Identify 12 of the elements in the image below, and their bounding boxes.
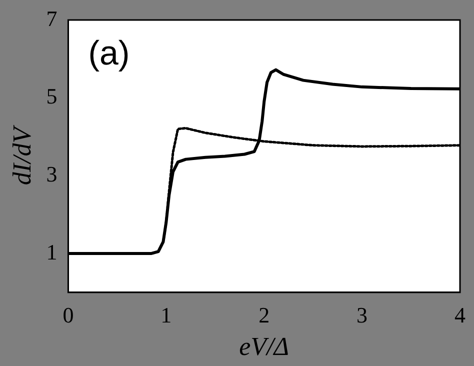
y-tick-label: 5 bbox=[46, 84, 58, 109]
y-tick-label: 1 bbox=[46, 239, 58, 264]
x-tick-label: 3 bbox=[356, 302, 368, 328]
x-tick-label: 0 bbox=[62, 302, 74, 328]
annotation: (a) bbox=[88, 34, 130, 72]
y-tick-label: 3 bbox=[46, 161, 58, 186]
x-tick-label: 4 bbox=[454, 302, 466, 328]
y-tick-label: 7 bbox=[46, 6, 58, 31]
x-tick-label: 2 bbox=[258, 302, 270, 328]
y-axis-title: dI/dV bbox=[7, 124, 36, 186]
x-axis-title: eV/Δ bbox=[239, 332, 290, 362]
x-tick-label: 1 bbox=[160, 302, 172, 328]
